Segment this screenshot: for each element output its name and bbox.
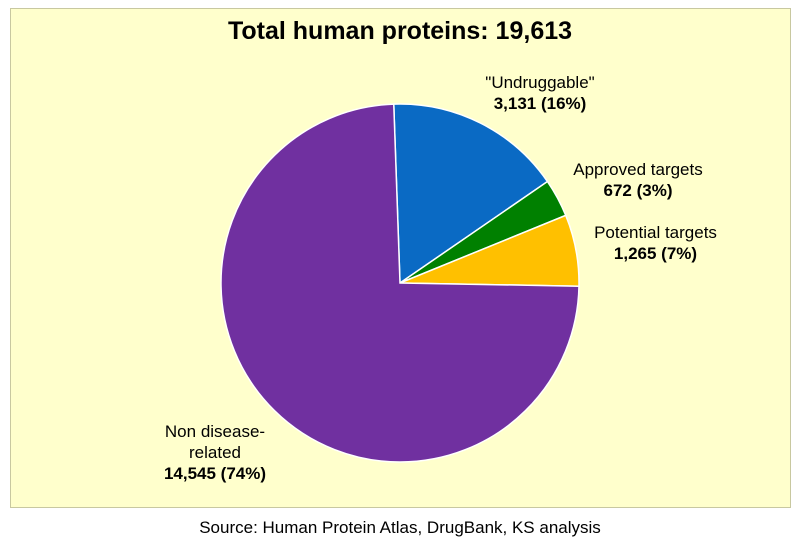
label-non-disease-related: Non disease- related 14,545 (74%) [135, 421, 295, 484]
label-potential-targets: Potential targets 1,265 (7%) [573, 222, 738, 264]
label-non-disease-related-value: 14,545 (74%) [163, 464, 267, 483]
label-non-disease-related-name-1: Non disease- [164, 422, 266, 441]
label-undruggable: "Undruggable" 3,131 (16%) [465, 72, 615, 114]
label-potential-targets-name: Potential targets [594, 223, 717, 242]
pie-slice-undruggable [392, 103, 549, 285]
pie-slice-non-disease-related [220, 103, 580, 463]
label-undruggable-name: "Undruggable" [485, 73, 595, 92]
label-non-disease-related-name-2: related [189, 443, 241, 462]
label-approved-targets: Approved targets 672 (3%) [553, 159, 723, 201]
label-potential-targets-value: 1,265 (7%) [613, 244, 698, 263]
label-undruggable-value: 3,131 (16%) [493, 94, 587, 113]
label-approved-targets-value: 672 (3%) [603, 181, 673, 200]
source-note: Source: Human Protein Atlas, DrugBank, K… [199, 518, 601, 537]
label-approved-targets-name: Approved targets [573, 160, 703, 179]
chart-title: Total human proteins: 19,613 [227, 17, 573, 45]
